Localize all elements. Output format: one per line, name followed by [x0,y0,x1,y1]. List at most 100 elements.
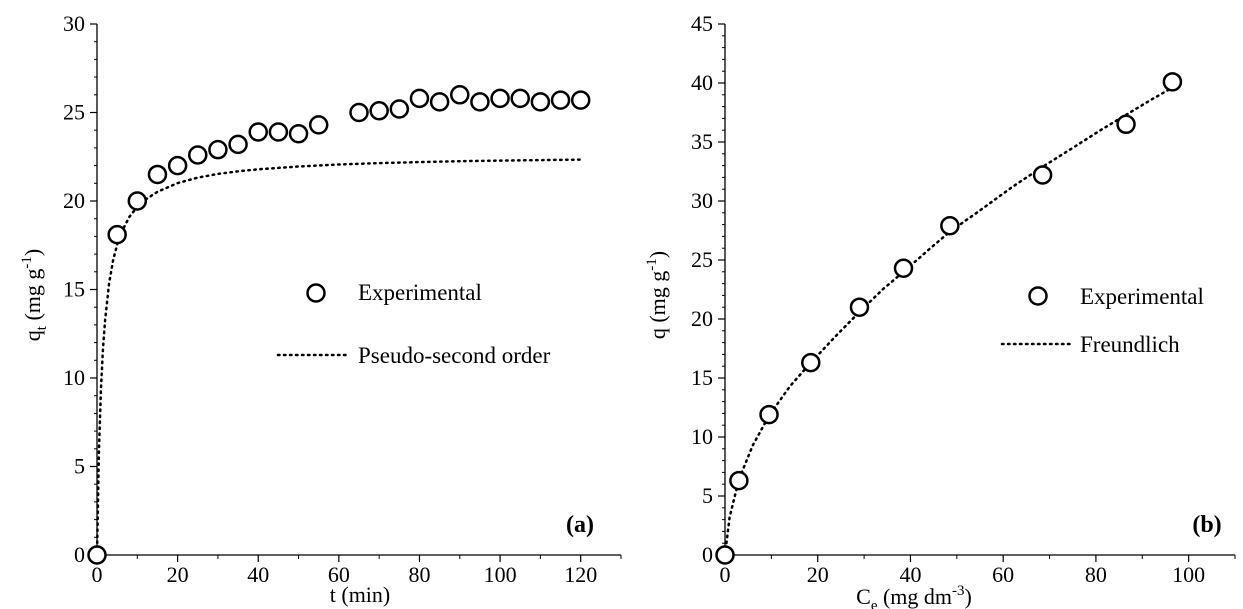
svg-text:t (min): t (min) [330,582,391,607]
y-tick-label: 30 [691,188,713,213]
x-tick-label: 100 [484,562,517,587]
data-point [389,99,410,119]
y-tick-label: 5 [74,454,85,479]
svg-text:qt (mg g-1): qt (mg g-1) [19,249,50,341]
legend: Experimental Pseudo-second order [276,280,551,368]
x-axis-title-base: t (min) [330,582,391,607]
fit-line [95,158,582,557]
data-point [208,139,228,160]
x-tick-label: 120 [564,562,597,587]
y-tick-label: 40 [691,70,713,95]
data-point [228,134,248,155]
x-tick-label: 100 [1172,562,1205,587]
y-axis-title-subscript: t [34,325,50,330]
y-tick-label: 10 [691,424,713,449]
fit-line [723,86,1174,557]
y-tick-label: 10 [63,365,85,390]
data-point [268,122,289,142]
data-point [429,92,450,112]
y-tick-label: 45 [691,11,713,36]
y-axis-title-base: q [20,330,45,341]
x-tick-label: 20 [167,562,189,587]
data-point [759,404,779,425]
y-tick-label: 0 [74,542,85,567]
y-axis-title-close: ) [645,251,670,258]
x-tick-label: 60 [992,562,1014,587]
y-axis-title-unit: (mg g [20,269,45,326]
data-point [188,145,208,165]
y-tick-label: 20 [63,188,85,213]
x-tick-label: 60 [328,562,350,587]
x-tick-label: 20 [807,562,829,587]
x-axis-title-subscript: e [871,598,878,609]
data-point [1032,165,1053,185]
y-axis-title: qt (mg g-1) [19,249,50,341]
y-tick-label: 0 [702,542,713,567]
data-point [248,122,268,142]
legend-label-experimental: Experimental [358,280,482,305]
x-tick-label: 80 [408,562,430,587]
legend-label-pseudo-second-order: Pseudo-second order [358,343,551,368]
legend: Experimental Freundlich [1000,284,1204,357]
y-tick-label: 5 [702,483,713,508]
data-point [288,123,309,144]
y-axis-title-superscript: -1 [644,258,660,271]
legend-label-experimental: Experimental [1080,284,1204,309]
data-point [849,297,870,317]
x-tick-label: 40 [247,562,269,587]
data-point [893,258,914,279]
x-tick-label: 80 [1085,562,1107,587]
x-axis-title: Ce (mg dm-3) [856,583,972,609]
y-tick-label: 30 [63,11,85,36]
data-point [470,92,490,112]
y-tick-label: 15 [63,277,85,302]
chart-panel-b: q (mg g-1) Ce (mg dm-3) (b) Experimental… [644,11,1236,609]
x-axis-title-unit: (mg dm [877,584,952,609]
data-point [308,115,329,135]
y-tick-label: 35 [691,129,713,154]
data-point [510,88,530,109]
x-tick-label: 0 [720,562,731,587]
y-axis-title-close: ) [20,249,45,256]
data-point [715,545,735,565]
data-point [450,85,470,105]
svg-text:q (mg g-1): q (mg g-1) [644,251,670,339]
x-axis-title-superscript: -3 [952,583,965,599]
y-tick-label: 15 [691,365,713,390]
y-axis-title-superscript: -1 [19,256,35,269]
x-axis-title: t (min) [330,582,391,607]
legend-marker-experimental [1028,286,1048,306]
data-point [940,216,960,236]
data-point [87,545,107,565]
legend-label-freundlich: Freundlich [1080,332,1180,357]
data-point [570,90,591,110]
data-point [801,352,821,373]
data-point [1116,114,1136,135]
data-point [349,102,369,123]
y-tick-label: 20 [691,306,713,331]
y-axis-title: q (mg g-1) [644,251,670,339]
svg-text:Ce (mg dm-3): Ce (mg dm-3) [856,583,972,609]
panel-label-a: (a) [566,512,594,538]
data-point [107,224,127,245]
x-tick-label: 0 [92,562,103,587]
data-point [729,470,749,491]
y-axis-title-base: q (mg g [645,271,670,339]
legend-marker-experimental [306,283,326,303]
panel-label-b: (b) [1192,512,1221,538]
chart-panel-a: qt (mg g-1) t (min) (a) Experimental Pse… [19,11,622,607]
data-point [369,100,389,121]
data-point [550,90,571,110]
x-axis-title-close: ) [965,584,972,609]
x-axis-title-base: C [856,584,871,609]
data-point [147,164,168,185]
data-point [1162,72,1183,92]
x-tick-label: 40 [899,562,921,587]
y-tick-label: 25 [691,247,713,272]
data-point [409,88,430,109]
data-point [127,191,148,211]
data-point [490,88,510,109]
data-point [167,155,188,176]
y-tick-label: 25 [63,100,85,125]
